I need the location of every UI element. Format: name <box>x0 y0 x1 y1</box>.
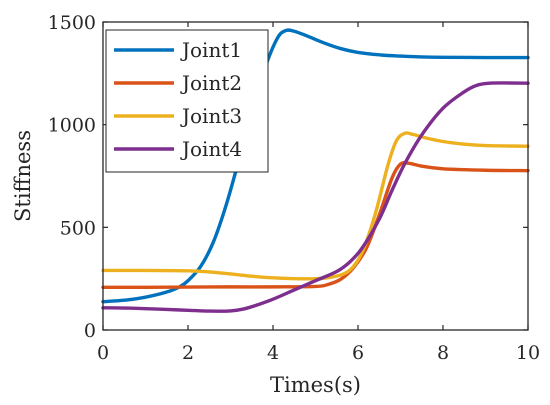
legend-label-joint3: Joint3 <box>180 104 242 128</box>
legend-label-joint2: Joint2 <box>180 71 242 95</box>
x-tick-label: 2 <box>182 342 194 364</box>
y-tick-label: 1500 <box>48 12 96 34</box>
x-axis-label: Times(s) <box>270 373 361 397</box>
x-tick-label: 4 <box>267 342 279 364</box>
y-tick-label: 0 <box>84 320 96 342</box>
legend: Joint1 Joint2 Joint3 Joint4 <box>105 29 269 173</box>
series-line-joint4 <box>101 81 530 313</box>
legend-label-joint1: Joint1 <box>180 38 242 62</box>
x-tick-label: 6 <box>352 342 364 364</box>
axis-ticks: 0 2 4 6 8 10 0 500 1000 1500 <box>48 12 540 364</box>
series-line-joint2 <box>101 160 530 290</box>
legend-label-joint4: Joint4 <box>180 137 242 161</box>
y-tick-label: 500 <box>60 217 96 239</box>
series-line-joint3 <box>101 131 530 281</box>
plot-area-frame <box>102 21 529 331</box>
x-tick-label: 10 <box>516 342 540 364</box>
series-layer <box>101 28 530 313</box>
x-tick-label: 8 <box>437 342 449 364</box>
y-tick-label: 1000 <box>48 115 96 137</box>
x-tick-label: 0 <box>97 342 109 364</box>
y-axis-label: Stiffness <box>11 130 35 222</box>
